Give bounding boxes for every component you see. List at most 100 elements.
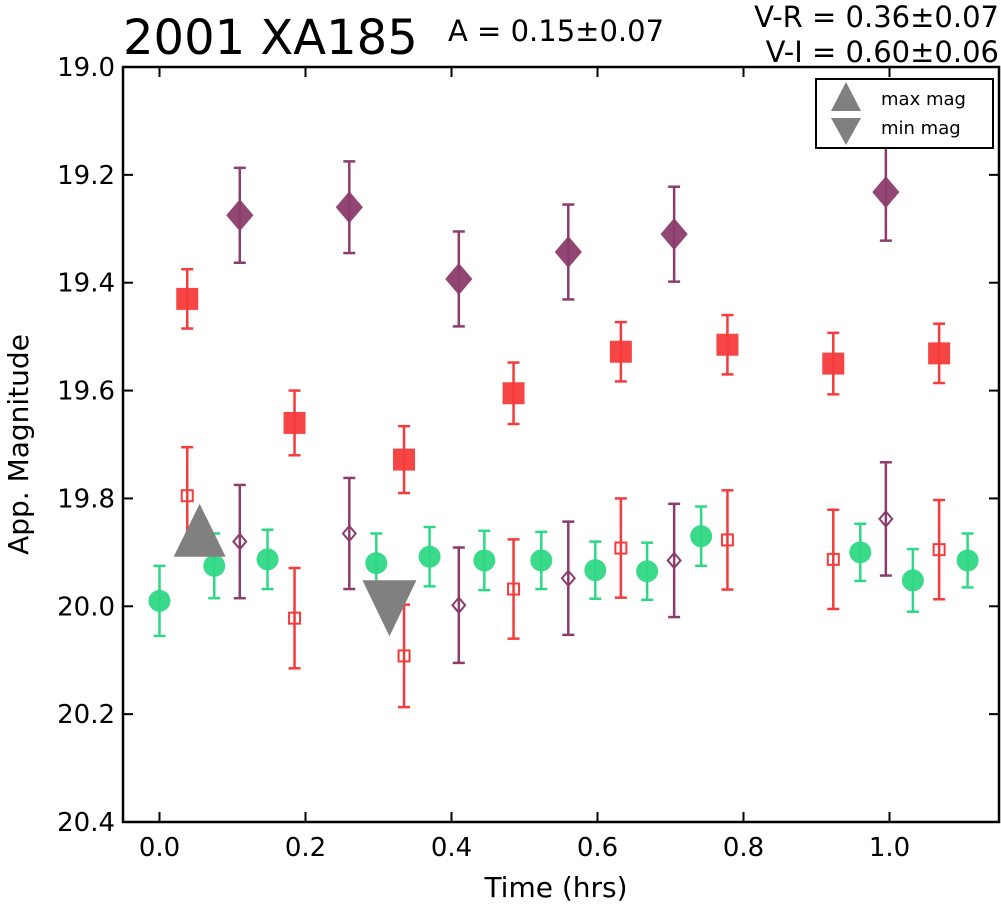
open-diamond-marker — [232, 532, 248, 551]
diamond-marker — [226, 199, 254, 232]
open-diamond-marker — [560, 569, 576, 588]
point-marker — [872, 176, 900, 209]
series-circle-filled — [148, 505, 979, 638]
legend-max-triangle — [831, 82, 861, 111]
open-square-marker — [180, 489, 194, 503]
y-tick-label: 19.0 — [57, 53, 115, 83]
x-tick-label: 1.0 — [869, 833, 910, 863]
data-point — [397, 603, 411, 709]
data-point — [690, 505, 713, 568]
data-point — [609, 320, 632, 383]
point-marker — [826, 552, 840, 566]
data-point — [418, 525, 441, 588]
y-axis-label: App. Magnitude — [2, 334, 35, 555]
data-point — [393, 424, 416, 495]
circle-marker — [956, 549, 979, 572]
legend-entry-label: max mag — [881, 89, 966, 110]
open-diamond-marker — [878, 509, 894, 528]
square-marker — [502, 382, 525, 405]
point-marker — [180, 489, 194, 503]
point-marker — [690, 525, 713, 548]
point-marker — [822, 352, 845, 375]
data-point — [176, 267, 199, 330]
circle-marker — [473, 549, 496, 572]
circle-marker — [584, 559, 607, 582]
circle-marker — [901, 569, 924, 592]
data-point — [956, 532, 979, 589]
data-point — [451, 546, 467, 665]
legend-min-triangle — [831, 118, 861, 145]
x-tick-label: 0.4 — [431, 833, 472, 863]
y-tick-label: 19.8 — [57, 484, 115, 514]
point-marker — [530, 549, 553, 572]
data-point — [849, 522, 872, 583]
data-point — [232, 483, 248, 600]
point-marker — [226, 199, 254, 232]
point-marker — [203, 554, 226, 577]
square-marker — [283, 411, 306, 434]
y-tick-label: 19.6 — [57, 377, 115, 407]
point-marker — [932, 543, 946, 557]
x-tick-label: 0.2 — [285, 833, 326, 863]
point-marker — [901, 569, 924, 592]
square-marker — [176, 287, 199, 310]
diamond-marker — [445, 262, 473, 295]
y-tick-label: 20.2 — [57, 700, 115, 730]
circle-marker — [148, 589, 171, 612]
point-marker — [609, 340, 632, 363]
point-marker — [666, 551, 682, 570]
amplitude-label: A = 0.15±0.07 — [448, 14, 665, 48]
x-axis-label: Time (hrs) — [483, 871, 627, 904]
circle-marker — [256, 548, 279, 571]
data-point — [335, 160, 363, 255]
point-marker — [636, 560, 659, 583]
circle-marker — [849, 541, 872, 564]
max-mag-triangle — [173, 503, 226, 557]
point-marker — [720, 533, 734, 547]
x-tick-label: 0.8 — [723, 833, 764, 863]
v-r-color-label: V-R = 0.36±0.07 — [754, 0, 999, 34]
point-marker — [502, 382, 525, 405]
circle-marker — [365, 552, 388, 575]
point-marker — [445, 262, 473, 295]
point-marker — [554, 235, 582, 268]
point-marker — [451, 596, 467, 615]
point-marker — [928, 342, 951, 365]
point-marker — [956, 549, 979, 572]
point-marker — [365, 552, 388, 575]
point-marker — [232, 532, 248, 551]
v-i-color-label: V-I = 0.60±0.06 — [765, 35, 999, 69]
open-square-marker — [720, 533, 734, 547]
data-point — [826, 508, 840, 611]
data-point — [720, 489, 734, 591]
x-tick-label: 0.6 — [577, 833, 618, 863]
data-point — [614, 497, 628, 599]
data-point — [507, 538, 521, 640]
open-diamond-marker — [666, 551, 682, 570]
open-diamond-marker — [341, 524, 357, 543]
data-point — [226, 166, 254, 265]
point-marker — [473, 549, 496, 572]
open-square-marker — [614, 541, 628, 555]
data-point — [502, 361, 525, 426]
min-mag-triangle — [362, 580, 417, 637]
axes: 0.0 0.2 0.4 0.6 0.8 1.0 19.0 19.2 19.4 19.6 19.8 20… — [2, 53, 1001, 904]
series-square-filled — [176, 267, 951, 495]
data-point — [660, 185, 688, 283]
square-marker — [716, 333, 739, 356]
point-marker — [288, 611, 302, 625]
data-point — [283, 389, 306, 457]
point-marker — [660, 218, 688, 251]
circle-marker — [690, 525, 713, 548]
y-tick-label: 19.4 — [57, 269, 115, 299]
plot-marks — [148, 142, 979, 709]
open-square-marker — [826, 552, 840, 566]
square-marker — [822, 352, 845, 375]
point-marker — [418, 545, 441, 568]
point-marker — [507, 582, 521, 596]
y-tick-label: 19.2 — [57, 161, 115, 191]
point-marker — [560, 569, 576, 588]
diamond-marker — [554, 235, 582, 268]
data-point — [560, 520, 576, 637]
